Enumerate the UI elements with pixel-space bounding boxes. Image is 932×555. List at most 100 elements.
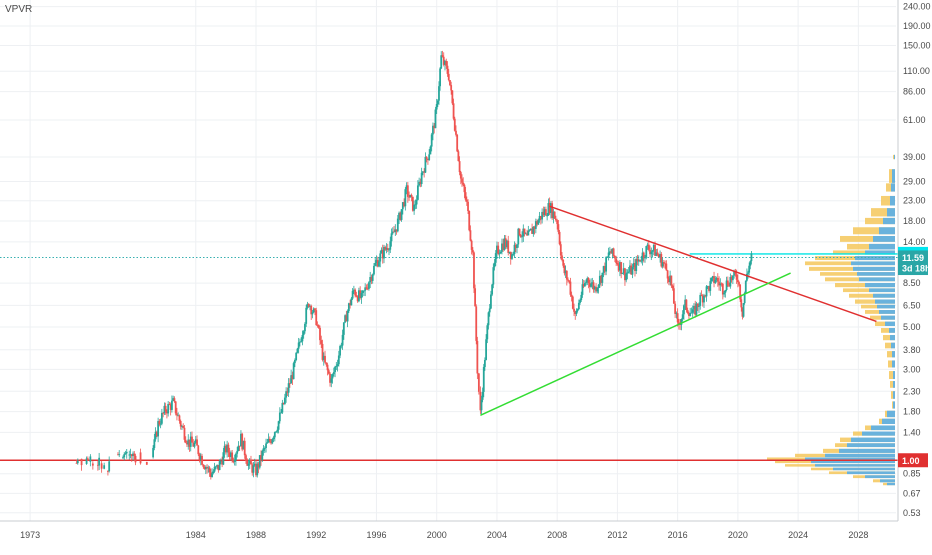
candle-body (725, 280, 728, 290)
candle (158, 419, 161, 427)
candle (694, 300, 697, 318)
candle-body (300, 341, 303, 343)
candle (184, 436, 187, 444)
candle (122, 455, 124, 459)
candle-body (498, 253, 501, 255)
candle (276, 426, 279, 434)
candle (627, 267, 630, 274)
candle-body (252, 465, 255, 473)
candle-body (198, 454, 201, 460)
candle-body (734, 271, 737, 275)
trendlines[interactable] (480, 205, 877, 417)
candle (676, 308, 679, 327)
candle (316, 321, 319, 328)
candle-body (212, 471, 215, 474)
candle (562, 259, 565, 268)
candle-body (738, 282, 740, 285)
volume-profile-bar (893, 371, 895, 380)
candle (739, 284, 742, 303)
volume-profile-bar (877, 304, 895, 309)
candle (588, 279, 591, 293)
candle (400, 209, 403, 222)
candle-body (134, 455, 137, 463)
candle-body (514, 244, 517, 248)
candle (164, 402, 167, 415)
candle (132, 451, 134, 461)
candle-body (625, 273, 628, 281)
candle-body (579, 299, 581, 303)
candle-body (204, 467, 207, 470)
candle (302, 330, 305, 339)
candle (619, 260, 621, 277)
candle (326, 362, 329, 376)
candle-body (366, 288, 369, 290)
candle-body (98, 457, 101, 466)
candle-body (406, 185, 409, 197)
candle-body (543, 209, 546, 215)
candle (693, 303, 695, 314)
candle-body (728, 285, 730, 287)
candle-body (636, 259, 639, 262)
candle (334, 365, 336, 378)
candle (621, 272, 624, 275)
candle-body (280, 412, 282, 414)
candle-body (691, 309, 694, 313)
candle (247, 459, 250, 470)
candle (718, 276, 720, 291)
candle-body (459, 172, 462, 179)
candle (406, 181, 409, 203)
candle (314, 308, 316, 316)
candle-body (742, 303, 745, 317)
candle (346, 309, 349, 328)
candle-body (337, 355, 340, 365)
candle (255, 459, 257, 477)
candle (203, 464, 206, 470)
candle-body (178, 415, 181, 421)
candle-body (152, 447, 154, 458)
candle-body (166, 411, 168, 414)
candle-body (642, 252, 645, 258)
candle (487, 311, 490, 330)
candle (552, 208, 555, 224)
candle-body (232, 460, 235, 462)
candle-body (637, 259, 640, 262)
candle (196, 435, 198, 446)
candle-body (320, 340, 323, 344)
candle-body (582, 284, 585, 287)
candle-body (350, 298, 353, 306)
y-tick-label: 23.00 (903, 196, 926, 206)
candle (154, 427, 157, 442)
candle-body (247, 463, 250, 466)
candle-body (129, 454, 132, 456)
candle (395, 229, 398, 235)
candle (288, 378, 291, 388)
candle (325, 362, 328, 367)
candle (181, 424, 183, 431)
candle (517, 227, 520, 248)
candle (644, 254, 646, 263)
candle (319, 325, 321, 345)
candle (516, 244, 518, 254)
countdown-label-bg (898, 261, 928, 276)
candle (614, 255, 616, 263)
candle (469, 225, 472, 242)
candle-body (749, 261, 752, 266)
candle-body (260, 455, 262, 461)
candle (405, 182, 408, 195)
candle-body (423, 171, 426, 173)
candle (329, 371, 331, 387)
candle (456, 133, 459, 153)
candle-body (681, 314, 684, 320)
candle (715, 276, 718, 283)
candle-body (508, 251, 511, 253)
candle (159, 418, 162, 429)
candle (606, 256, 609, 258)
volume-profile-bar (847, 443, 895, 448)
candle-body (427, 158, 429, 161)
candle (162, 412, 165, 418)
candle-body (202, 464, 205, 467)
candle (461, 174, 463, 187)
candle-body (398, 212, 400, 219)
